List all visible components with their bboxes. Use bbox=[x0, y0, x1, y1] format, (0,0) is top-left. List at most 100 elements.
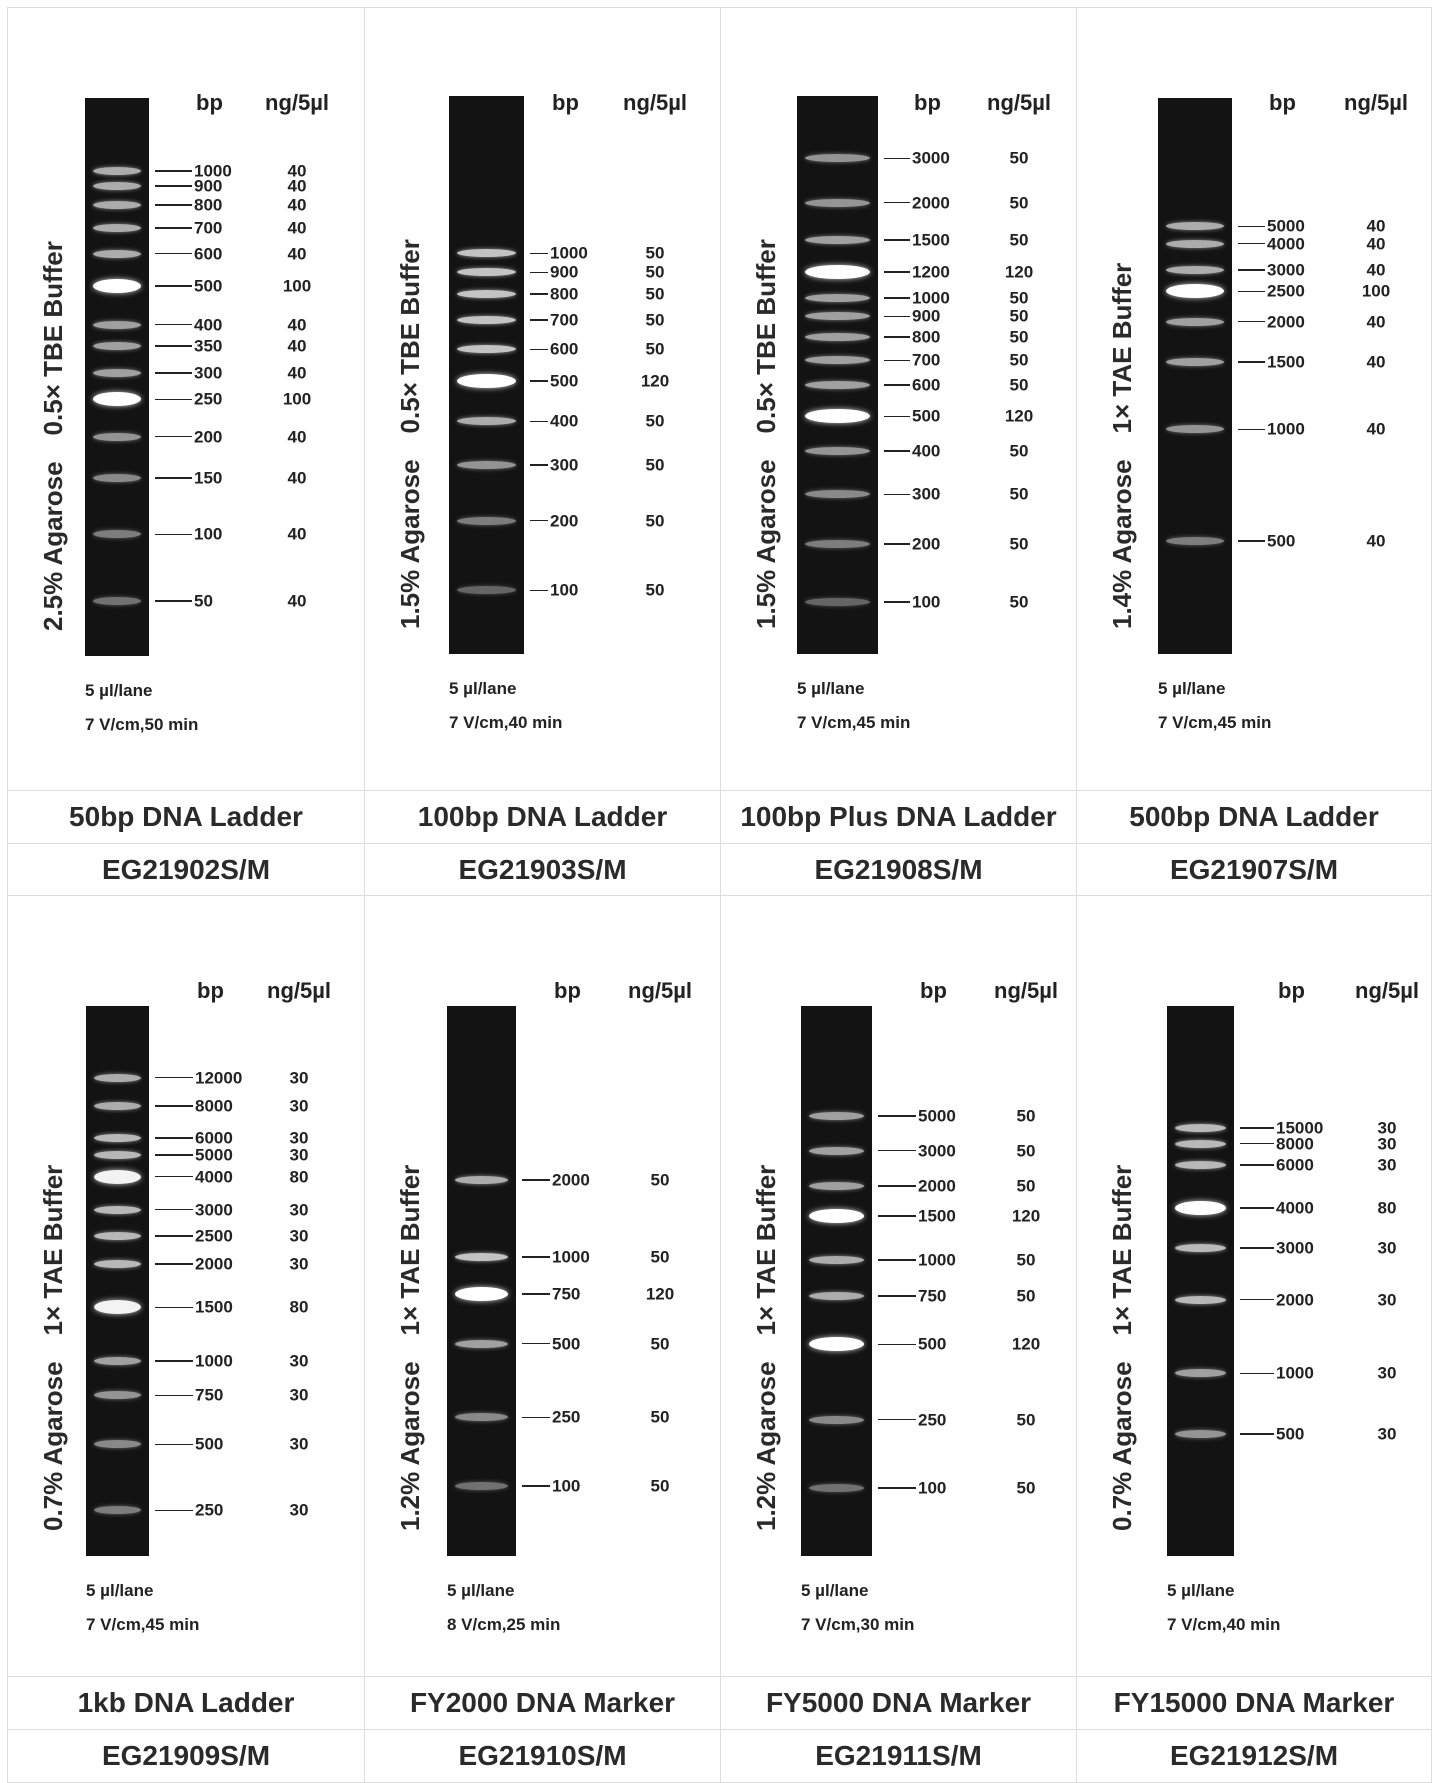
band-mass-label: 40 bbox=[1366, 216, 1386, 236]
band-size-label: 1500 bbox=[195, 1297, 233, 1317]
buffer-type: 1× TAE Buffer bbox=[38, 1164, 68, 1336]
dna-band bbox=[809, 1483, 864, 1492]
dna-band bbox=[457, 290, 516, 299]
run-conditions: 7 V/cm,45 min bbox=[1158, 713, 1272, 732]
band-mass-label: 30 bbox=[1377, 1118, 1397, 1138]
band-leader-line bbox=[155, 435, 192, 438]
dna-band bbox=[457, 345, 516, 354]
spacer bbox=[38, 1335, 68, 1361]
dna-band bbox=[809, 1209, 864, 1224]
band-mass-label: 40 bbox=[1366, 312, 1386, 331]
dna-band bbox=[809, 1181, 864, 1190]
dna-band bbox=[93, 201, 141, 210]
band-mass-label: 40 bbox=[287, 468, 307, 488]
band-leader-line bbox=[155, 1208, 193, 1211]
band-mass-label: 40 bbox=[287, 161, 307, 181]
dna-band bbox=[805, 356, 870, 365]
dna-band bbox=[1166, 222, 1224, 231]
band-leader-line bbox=[1240, 1142, 1274, 1145]
dna-band bbox=[1166, 317, 1224, 326]
band-size-label: 500 bbox=[1267, 531, 1296, 551]
band-leader-line bbox=[1240, 1127, 1274, 1129]
band-size-label: 1000 bbox=[1267, 419, 1305, 439]
band-leader-line bbox=[1238, 540, 1265, 542]
band-size-label: 5000 bbox=[1267, 216, 1305, 236]
band-size-label: 4000 bbox=[1276, 1198, 1314, 1218]
band-mass-label: 50 bbox=[645, 339, 665, 359]
band-size-label: 2000 bbox=[1276, 1290, 1314, 1310]
dna-band bbox=[93, 224, 141, 232]
band-leader-line bbox=[530, 589, 548, 592]
band-mass-label: 40 bbox=[287, 195, 307, 215]
band-mass-label: 50 bbox=[650, 1170, 670, 1190]
band-mass-label: 50 bbox=[645, 243, 665, 263]
dna-band bbox=[455, 1482, 508, 1491]
loading-volume: 5 µl/lane bbox=[85, 681, 153, 700]
band-size-label: 2500 bbox=[195, 1226, 233, 1246]
dna-band bbox=[455, 1413, 508, 1422]
band-leader-line bbox=[155, 227, 192, 229]
catalog-number: EG21908S/M bbox=[721, 844, 1077, 896]
dna-band bbox=[1175, 1369, 1226, 1378]
band-size-label: 1200 bbox=[912, 262, 950, 282]
band-mass-label: 30 bbox=[289, 1351, 309, 1371]
dna-band bbox=[94, 1259, 141, 1268]
loading-volume: 5 µl/lane bbox=[86, 1581, 154, 1600]
catalog-number: EG21909S/M bbox=[8, 1730, 365, 1783]
ladder-panel: bp ng/5µl 3000 50 2000 50 1500 50 1200 120 1000 50 9… bbox=[721, 8, 1077, 791]
band-mass-label: 100 bbox=[282, 276, 312, 296]
band-leader-line bbox=[884, 450, 910, 452]
dna-band bbox=[809, 1415, 864, 1424]
band-size-label: 1500 bbox=[1267, 352, 1305, 372]
ladder-catalog-grid: bp ng/5µl 1000 40 900 40 800 40 700 40 600 40 500 100… bbox=[7, 7, 1432, 1783]
band-mass-label: 50 bbox=[1009, 306, 1029, 326]
band-mass-label: 50 bbox=[645, 411, 665, 431]
band-size-label: 12000 bbox=[195, 1068, 243, 1087]
band-leader-line bbox=[1238, 225, 1265, 228]
gel-conditions-vertical: 1.5% Agarose 0.5× TBE Buffer bbox=[395, 239, 426, 629]
band-mass-label: 30 bbox=[289, 1385, 309, 1405]
spacer bbox=[1107, 1335, 1137, 1361]
band-leader-line bbox=[1240, 1298, 1274, 1301]
band-mass-label: 50 bbox=[1016, 1250, 1036, 1270]
product-name: 500bp DNA Ladder bbox=[1077, 791, 1432, 844]
loading-volume: 5 µl/lane bbox=[801, 1581, 869, 1600]
band-size-label: 8000 bbox=[1276, 1134, 1314, 1153]
dna-band bbox=[93, 596, 141, 605]
ladder-panel: bp ng/5µl 5000 50 3000 50 2000 50 1500 120 1000 50 7… bbox=[721, 896, 1077, 1677]
band-mass-label: 100 bbox=[282, 389, 312, 409]
band-size-label: 2000 bbox=[552, 1170, 590, 1190]
band-size-label: 2000 bbox=[912, 193, 950, 213]
band-mass-label: 50 bbox=[1009, 230, 1029, 250]
dna-band bbox=[805, 540, 870, 549]
band-leader-line bbox=[155, 1509, 193, 1512]
band-size-label: 600 bbox=[912, 375, 941, 395]
band-leader-line bbox=[1240, 1164, 1274, 1166]
band-size-label: 500 bbox=[194, 276, 223, 296]
band-leader-line bbox=[530, 519, 548, 522]
band-size-label: 200 bbox=[194, 427, 223, 447]
buffer-type: 0.5× TBE Buffer bbox=[751, 239, 781, 434]
band-leader-line bbox=[1240, 1433, 1274, 1435]
band-leader-line bbox=[155, 323, 192, 326]
band-mass-label: 30 bbox=[289, 1145, 309, 1165]
band-size-label: 100 bbox=[550, 580, 579, 600]
dna-band bbox=[93, 167, 141, 176]
bp-column-header: bp bbox=[920, 978, 947, 1003]
dna-band bbox=[805, 154, 870, 163]
band-leader-line bbox=[155, 1154, 193, 1156]
band-size-label: 600 bbox=[194, 244, 223, 264]
band-size-label: 400 bbox=[550, 411, 579, 431]
band-mass-label: 30 bbox=[1377, 1155, 1397, 1175]
band-leader-line bbox=[155, 398, 192, 401]
band-mass-label: 30 bbox=[1377, 1363, 1397, 1383]
band-size-label: 900 bbox=[550, 262, 579, 282]
band-size-label: 1000 bbox=[918, 1250, 956, 1270]
agarose-percentage: 1.4% Agarose bbox=[1107, 459, 1137, 629]
dna-band bbox=[93, 530, 141, 539]
band-size-label: 2500 bbox=[1267, 281, 1305, 301]
loading-volume: 5 µl/lane bbox=[797, 679, 865, 698]
catalog-number: EG21902S/M bbox=[8, 844, 365, 896]
band-leader-line bbox=[155, 533, 192, 536]
dna-band bbox=[455, 1252, 508, 1261]
